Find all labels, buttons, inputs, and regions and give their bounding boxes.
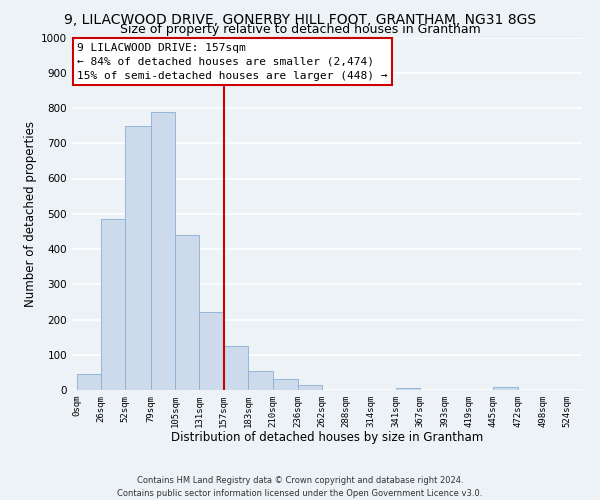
Bar xyxy=(298,384,322,390)
Bar xyxy=(199,312,224,390)
Bar xyxy=(125,126,151,390)
Text: Contains HM Land Registry data © Crown copyright and database right 2024.
Contai: Contains HM Land Registry data © Crown c… xyxy=(118,476,482,498)
Text: 9, LILACWOOD DRIVE, GONERBY HILL FOOT, GRANTHAM, NG31 8GS: 9, LILACWOOD DRIVE, GONERBY HILL FOOT, G… xyxy=(64,12,536,26)
Bar xyxy=(175,235,199,390)
Y-axis label: Number of detached properties: Number of detached properties xyxy=(24,120,37,306)
Bar xyxy=(248,370,273,390)
Text: 9 LILACWOOD DRIVE: 157sqm
← 84% of detached houses are smaller (2,474)
15% of se: 9 LILACWOOD DRIVE: 157sqm ← 84% of detac… xyxy=(77,43,388,81)
Bar xyxy=(396,388,420,390)
Bar xyxy=(101,219,125,390)
X-axis label: Distribution of detached houses by size in Grantham: Distribution of detached houses by size … xyxy=(171,432,483,444)
Text: Size of property relative to detached houses in Grantham: Size of property relative to detached ho… xyxy=(119,22,481,36)
Bar xyxy=(493,387,518,390)
Bar xyxy=(224,346,248,390)
Bar xyxy=(151,112,175,390)
Bar xyxy=(273,380,298,390)
Bar xyxy=(77,374,101,390)
